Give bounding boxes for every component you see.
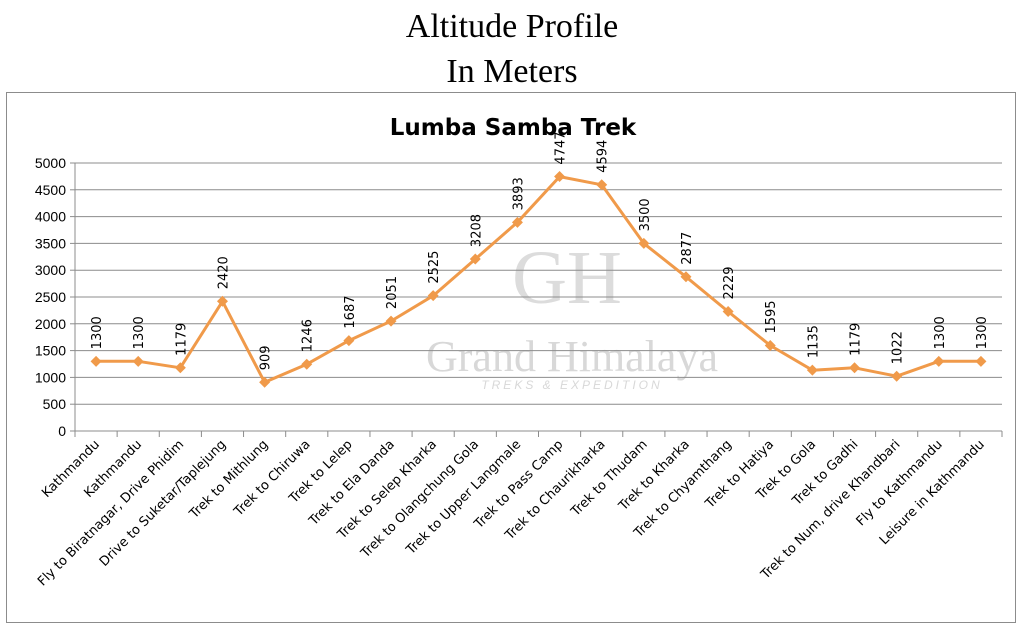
series-line-path <box>96 175 981 384</box>
data-point-marker <box>596 179 608 191</box>
y-axis-ticks: 0 500 1000 1500 2000 2500 3000 3500 4000 4500 5000 <box>35 155 76 439</box>
data-label: 2877 <box>680 232 695 265</box>
data-point-marker <box>975 355 987 367</box>
data-point-marker <box>722 306 734 318</box>
data-point-marker <box>933 355 945 367</box>
data-label: 4747 <box>554 131 569 164</box>
data-label: 2229 <box>722 266 737 299</box>
data-label: 2420 <box>216 256 231 289</box>
chart-title: Lumba Samba Trek <box>390 115 637 141</box>
data-point-marker <box>764 340 776 352</box>
data-point-marker <box>891 370 903 382</box>
data-point-marker <box>511 216 523 228</box>
data-point-marker <box>554 171 566 183</box>
data-label: 3208 <box>469 214 484 247</box>
y-tick-label: 500 <box>43 396 67 412</box>
data-label: 2051 <box>385 276 400 309</box>
y-tick-label: 3000 <box>35 262 66 278</box>
data-point-marker <box>469 253 481 265</box>
data-label: 1595 <box>764 300 779 333</box>
watermark-monogram: GH <box>512 236 622 320</box>
y-tick-label: 1500 <box>35 343 66 359</box>
y-tick-label: 4500 <box>35 182 66 198</box>
y-tick-label: 0 <box>58 423 66 439</box>
series-markers <box>90 171 987 388</box>
page-title-line-1: Altitude Profile <box>405 8 619 45</box>
data-point-marker <box>216 295 228 307</box>
data-label: 2525 <box>427 251 442 284</box>
data-label: 1687 <box>343 295 358 328</box>
data-label: 1135 <box>806 325 821 358</box>
data-point-marker <box>132 355 144 367</box>
data-point-marker <box>174 362 186 374</box>
data-label: 3893 <box>511 177 526 210</box>
data-label: 1179 <box>174 323 189 356</box>
data-label: 3500 <box>638 198 653 231</box>
data-point-marker <box>849 362 861 374</box>
data-point-marker <box>638 237 650 249</box>
data-point-marker <box>806 364 818 376</box>
gridlines <box>75 162 1002 432</box>
y-tick-label: 3500 <box>35 235 66 251</box>
data-label: 1022 <box>891 331 906 364</box>
series-line <box>96 175 981 384</box>
data-label: 1246 <box>301 319 316 352</box>
altitude-chart: GH Grand Himalaya TREKS & EXPEDITION Lum… <box>35 115 1003 589</box>
data-point-marker <box>259 376 271 388</box>
y-tick-label: 4000 <box>35 209 66 225</box>
data-point-marker <box>90 355 102 367</box>
x-tick-label: Trek to Mithlung <box>186 437 271 522</box>
data-label: 1300 <box>933 316 948 349</box>
data-point-marker <box>385 315 397 327</box>
x-tick-label: Trek to Chiruwa <box>231 437 314 520</box>
watermark-brand: Grand Himalaya <box>426 332 718 381</box>
data-point-marker <box>680 271 692 283</box>
page-title-line-2: In Meters <box>446 53 578 90</box>
data-point-marker <box>301 358 313 370</box>
data-label: 1300 <box>132 316 147 349</box>
data-label: 4594 <box>596 140 611 173</box>
data-point-marker <box>427 290 439 302</box>
y-tick-label: 1000 <box>35 369 66 385</box>
data-labels: 1300 1300 1179 2420 909 1246 1687 2051 2525 3208 3… <box>90 131 990 370</box>
data-label: 1300 <box>975 316 990 349</box>
y-tick-label: 2500 <box>35 289 66 305</box>
watermark-tagline: TREKS & EXPEDITION <box>481 378 662 392</box>
data-label: 909 <box>259 345 274 370</box>
data-label: 1179 <box>849 323 864 356</box>
data-label: 1300 <box>90 316 105 349</box>
y-tick-label: 2000 <box>35 316 66 332</box>
chart-frame: GH Grand Himalaya TREKS & EXPEDITION Lum… <box>6 92 1016 623</box>
x-tick-label: Trek to Thudam <box>568 437 651 520</box>
watermark-logo: GH Grand Himalaya TREKS & EXPEDITION <box>426 236 718 392</box>
data-point-marker <box>343 335 355 347</box>
y-tick-label: 5000 <box>35 155 66 171</box>
